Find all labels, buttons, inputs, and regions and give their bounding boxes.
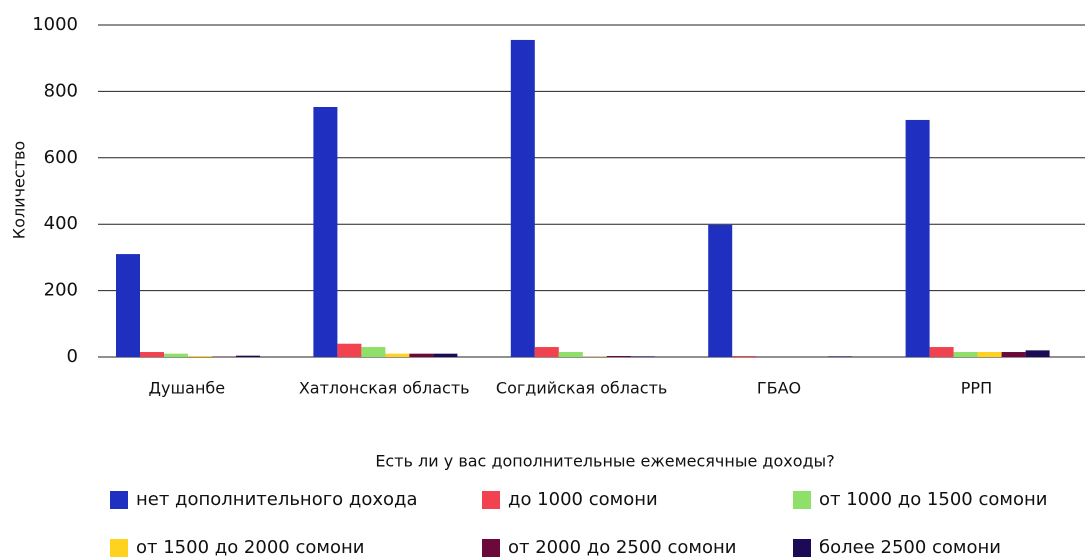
y-tick-label: 800: [44, 80, 78, 101]
bar: [236, 355, 260, 357]
legend-swatch: [482, 491, 500, 509]
y-tick-label: 0: [67, 346, 78, 367]
legend-swatch: [482, 539, 500, 557]
bar: [558, 352, 583, 357]
bar: [1025, 350, 1050, 357]
legend-label: более 2500 сомони: [819, 537, 1001, 558]
bar: [164, 353, 188, 357]
bar: [606, 356, 631, 357]
x-tick-label: ГБАО: [757, 379, 801, 398]
bar: [828, 356, 853, 357]
legend-label: от 1500 до 2000 сомони: [136, 537, 364, 558]
bar: [385, 353, 410, 357]
legend-swatch: [110, 491, 128, 509]
bar: [534, 347, 559, 357]
bar: [732, 356, 757, 357]
x-tick-label: РРП: [961, 379, 992, 398]
bar: [1001, 352, 1026, 357]
bar: [361, 347, 386, 357]
bar: [708, 224, 733, 357]
legend-label: от 2000 до 2500 сомони: [508, 537, 736, 558]
bar: [953, 352, 978, 357]
x-tick-label: Хатлонская область: [299, 379, 470, 398]
bar: [313, 107, 338, 357]
x-tick-label: Согдийская область: [496, 379, 667, 398]
x-tick-label: Душанбе: [149, 379, 226, 398]
legend-label: нет дополнительного дохода: [136, 489, 418, 510]
bar: [409, 353, 434, 357]
bar: [905, 119, 930, 358]
legend-swatch: [793, 491, 811, 509]
legend-swatch: [110, 539, 128, 557]
bar: [140, 352, 164, 357]
bar: [433, 353, 458, 357]
bar: [188, 356, 212, 357]
y-axis-label: Количество: [10, 141, 29, 239]
bar: [630, 356, 655, 357]
x-axis-label: Есть ли у вас дополнительные ежемесячные…: [375, 452, 834, 471]
legend-label: от 1000 до 1500 сомони: [819, 489, 1047, 510]
bar: [510, 39, 535, 357]
y-tick-label: 200: [44, 280, 78, 301]
y-tick-label: 400: [44, 213, 78, 234]
legend-label: до 1000 сомони: [508, 489, 658, 510]
bar: [337, 343, 362, 357]
bar: [116, 254, 140, 357]
legend-swatch: [793, 539, 811, 557]
bar: [929, 347, 954, 357]
y-tick-label: 600: [44, 147, 78, 168]
y-tick-label: 1000: [32, 14, 78, 35]
bar: [977, 352, 1002, 357]
